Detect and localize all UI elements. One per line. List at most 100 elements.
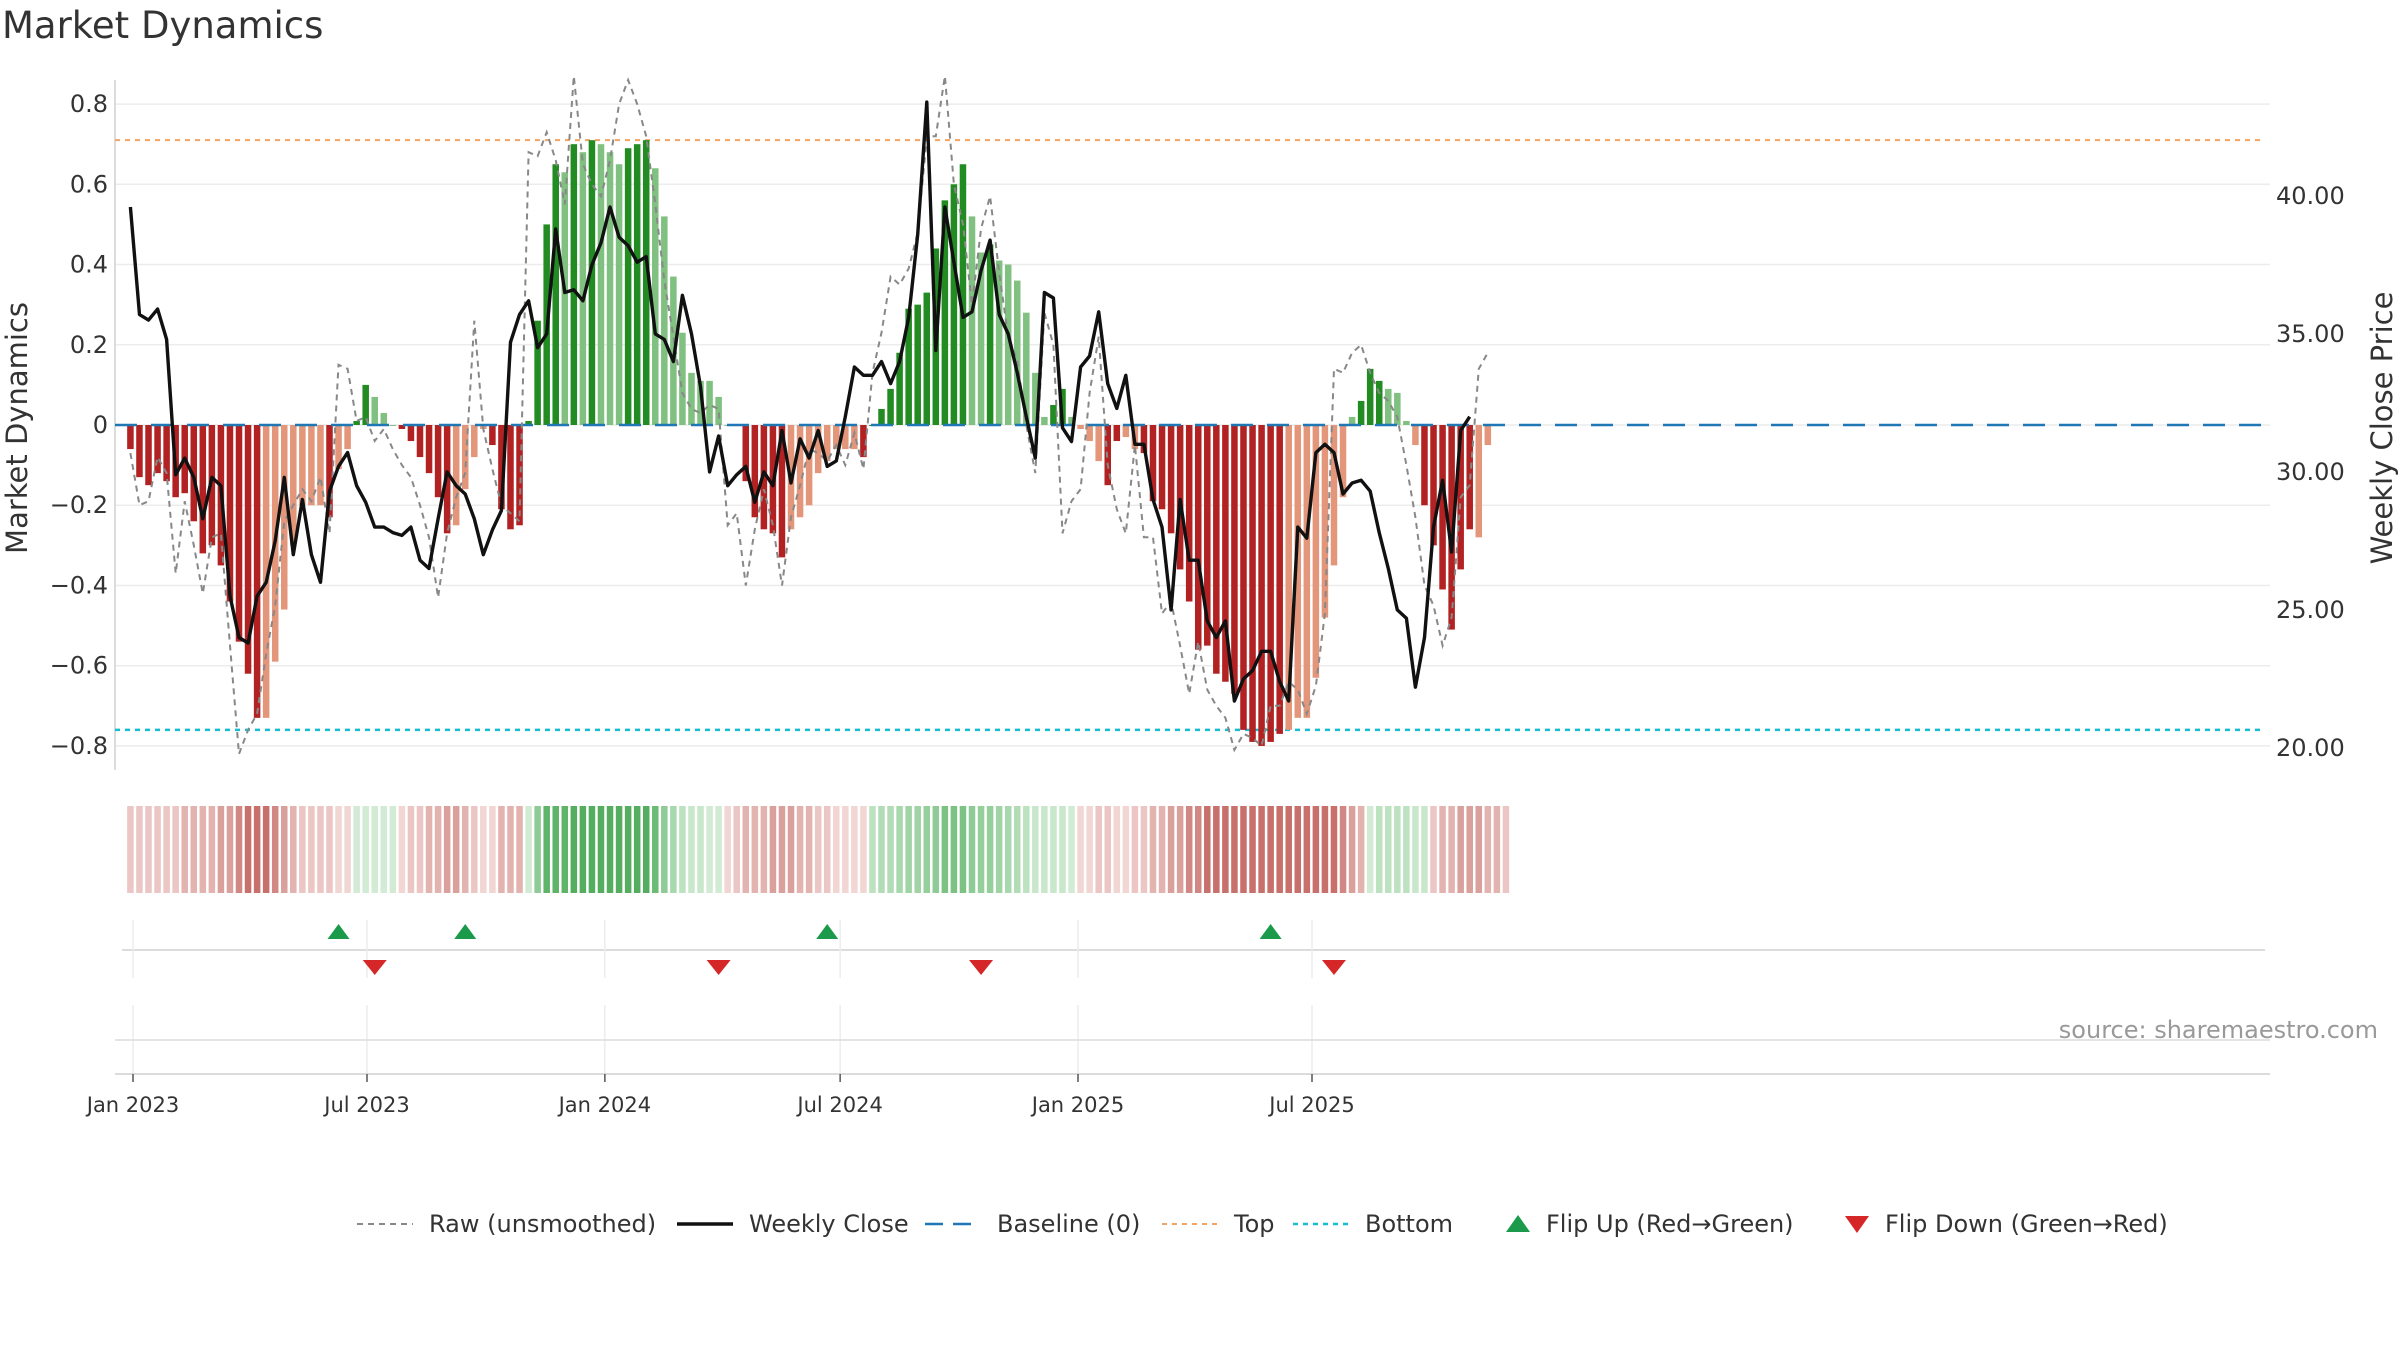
dynamics-bar xyxy=(633,144,641,426)
legend-label: Baseline (0) xyxy=(997,1210,1140,1238)
heat-strip-cell xyxy=(1077,806,1084,893)
heat-strip-cell xyxy=(1267,806,1274,893)
heat-strip-cell xyxy=(652,806,659,893)
dynamics-bar xyxy=(950,184,958,425)
dynamics-bar xyxy=(1448,425,1455,630)
heat-strip-cell xyxy=(299,806,306,893)
dynamics-bar xyxy=(706,380,713,425)
heat-strip-cell xyxy=(941,806,949,893)
heat-strip-cell xyxy=(670,806,677,893)
dynamics-bar xyxy=(1421,425,1428,506)
heat-strip-cell xyxy=(959,806,967,893)
heat-strip-cell xyxy=(308,806,315,893)
heat-strip-cell xyxy=(163,806,170,893)
y-axis-right-title: Weekly Close Price xyxy=(2365,292,2399,565)
heat-strip-cell xyxy=(480,806,487,893)
heat-strip-cell xyxy=(226,806,234,893)
dynamics-bar xyxy=(1204,425,1211,646)
heat-strip-cell xyxy=(253,806,261,893)
dynamics-bar xyxy=(154,425,161,474)
dynamics-bar xyxy=(905,308,912,425)
dynamics-bar xyxy=(416,425,424,458)
heat-strip-cell xyxy=(561,806,569,893)
dynamics-bar xyxy=(1122,425,1130,438)
heat-strip-cell xyxy=(833,806,840,893)
dynamics-bar xyxy=(380,412,388,425)
heat-strip-cell xyxy=(1339,806,1347,893)
dynamics-bar xyxy=(914,304,921,425)
heat-strip-cell xyxy=(905,806,912,893)
heat-strip-cell xyxy=(1348,806,1356,893)
dynamics-bar xyxy=(1366,368,1374,425)
heat-strip-cell xyxy=(760,806,768,893)
dynamics-bar xyxy=(570,144,578,426)
y-tick-right-label: 40.00 xyxy=(2276,182,2345,210)
dynamics-bar xyxy=(697,380,704,425)
dynamics-bar xyxy=(1013,280,1021,425)
dynamics-bar xyxy=(814,425,822,474)
dynamics-bar xyxy=(1339,425,1347,498)
dynamics-bar xyxy=(452,425,460,526)
heat-strip-cell xyxy=(679,806,686,893)
heat-strip-cell xyxy=(1394,806,1401,893)
heat-strip-cell xyxy=(814,806,822,893)
heat-strip-cell xyxy=(389,806,397,893)
heat-strip-cell xyxy=(1176,806,1184,893)
dynamics-bar xyxy=(1312,425,1320,678)
dynamics-bar xyxy=(1167,425,1175,534)
flip-up-marker xyxy=(327,924,350,939)
dynamics-bar xyxy=(1176,425,1184,570)
dynamics-bar xyxy=(552,164,559,425)
flip-down-marker xyxy=(1321,960,1346,975)
heat-strip-cell xyxy=(353,806,360,893)
dynamics-bar xyxy=(199,425,207,554)
source-text: source: sharemaestro.com xyxy=(2059,1016,2378,1044)
y-tick-left-label: 0.6 xyxy=(70,170,108,198)
y-tick-left-label: −0.8 xyxy=(50,732,108,760)
dynamics-bar xyxy=(1113,425,1121,442)
heat-strip-cell xyxy=(1041,806,1048,893)
heat-strip-cell xyxy=(172,806,179,893)
heat-strip-cell xyxy=(570,806,578,893)
heat-strip-cell xyxy=(1430,806,1437,893)
dynamics-bar xyxy=(833,425,840,450)
heat-strip-cell xyxy=(1457,806,1464,893)
weekly-close-line xyxy=(128,100,1472,703)
dynamics-bar xyxy=(823,425,831,462)
heat-strip-cell xyxy=(805,806,813,893)
heat-strip-cell xyxy=(362,806,369,893)
heat-strip-cell xyxy=(733,806,740,893)
heat-strip-cell xyxy=(1366,806,1374,893)
dynamics-bar xyxy=(995,260,1003,425)
heat-strip-cell xyxy=(1321,806,1329,893)
heat-strip-cell xyxy=(1403,806,1410,893)
heat-strip-cell xyxy=(968,806,976,893)
heat-strip-cell xyxy=(1167,806,1175,893)
heat-strip-cell xyxy=(688,806,695,893)
heat-strip-cell xyxy=(181,806,188,893)
heat-strip-cell xyxy=(769,806,777,893)
heat-strip-cell xyxy=(1194,806,1202,893)
dynamics-bar xyxy=(1249,425,1256,742)
heat-strip-cell xyxy=(842,806,849,893)
x-tick-label: Jan 2023 xyxy=(85,1093,180,1117)
heat-strip-cell xyxy=(950,806,958,893)
heat-strip-cell xyxy=(335,806,342,893)
heat-strip-cell xyxy=(271,806,279,893)
heat-strip-cell xyxy=(280,806,288,893)
dynamics-bar xyxy=(615,164,623,425)
dynamics-bar xyxy=(1023,312,1030,425)
dynamics-bar xyxy=(163,425,170,482)
heat-strip-cell xyxy=(1185,806,1193,893)
heat-strip-cell xyxy=(1502,806,1510,893)
heat-strip-cell xyxy=(1294,806,1302,893)
dynamics-bar xyxy=(290,425,297,546)
y-tick-left-label: 0.4 xyxy=(70,251,108,279)
heat-strip-cell xyxy=(715,806,722,893)
heat-strip-cell xyxy=(1086,806,1093,893)
dynamics-bar xyxy=(280,425,288,610)
heat-strip-cell xyxy=(697,806,704,893)
dynamics-bar xyxy=(679,332,686,425)
dynamics-bar xyxy=(489,425,496,446)
dynamics-bar xyxy=(661,216,668,425)
